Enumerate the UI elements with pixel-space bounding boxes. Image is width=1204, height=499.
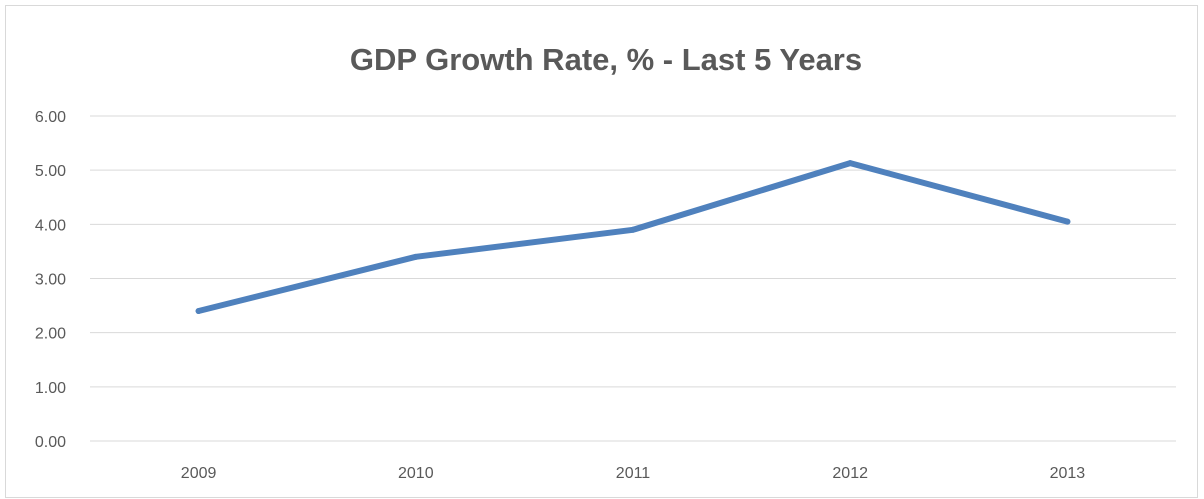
data-point-2012 <box>847 160 854 167</box>
y-tick-label: 2.00 <box>35 326 66 343</box>
x-tick-label: 2011 <box>616 465 651 482</box>
chart-frame <box>5 5 1198 498</box>
x-tick-label: 2012 <box>832 465 868 482</box>
y-tick-label: 3.00 <box>35 272 66 289</box>
y-tick-label: 6.00 <box>35 109 66 126</box>
chart-title: GDP Growth Rate, % - Last 5 Years <box>350 42 862 77</box>
data-point-2013 <box>1064 218 1071 225</box>
data-point-2010 <box>412 253 419 260</box>
x-tick-label: 2010 <box>398 465 434 482</box>
series-line-0 <box>195 160 1071 314</box>
y-tick-label: 0.00 <box>35 434 66 451</box>
y-tick-label: 5.00 <box>35 163 66 180</box>
x-tick-label: 2013 <box>1050 465 1086 482</box>
gridlines <box>90 115 1176 442</box>
data-point-2011 <box>630 226 636 233</box>
y-axis-tick-labels: 0.00 1.00 2.00 3.00 4.00 5.00 6.00 <box>35 109 66 451</box>
data-point-2009 <box>195 308 202 314</box>
y-tick-label: 4.00 <box>35 217 66 234</box>
x-tick-label: 2009 <box>181 465 217 482</box>
x-axis-tick-labels: 2009 2010 2011 2012 2013 <box>181 465 1085 482</box>
y-tick-label: 1.00 <box>35 380 66 397</box>
series-lines <box>195 160 1071 314</box>
